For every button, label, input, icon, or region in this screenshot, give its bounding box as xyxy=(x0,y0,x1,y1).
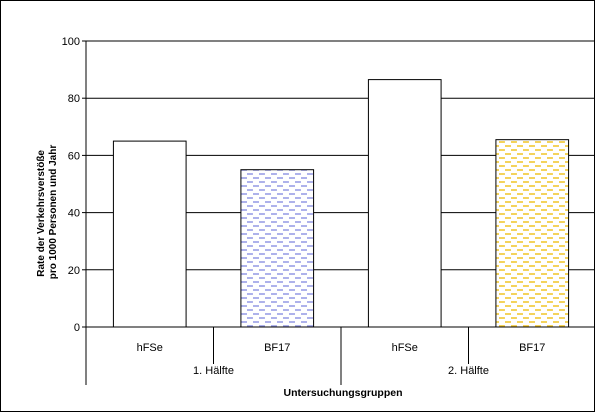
y-tick-label: 20 xyxy=(68,265,80,277)
x-bar-label: hFSe xyxy=(137,342,163,354)
y-tick-labels: 0 20 40 60 80 100 xyxy=(62,36,80,334)
x-bar-label: BF17 xyxy=(519,342,545,354)
y-axis-label-line-2: pro 1000 Personen und Jahr xyxy=(48,145,59,280)
y-tick-label: 0 xyxy=(74,322,80,334)
x-group-label: 2. Hälfte xyxy=(448,365,489,377)
x-axis-label: Untersuchungsgruppen xyxy=(283,387,402,399)
bar-bf17-2 xyxy=(495,139,570,328)
y-axis-label: Rate der Verkehrsverstöße pro 1000 Perso… xyxy=(36,145,59,280)
bars xyxy=(112,79,570,328)
bar-hfse-2 xyxy=(367,79,442,328)
y-axis-label-line-1: Rate der Verkehrsverstöße xyxy=(36,150,47,277)
x-category-labels: hFSe BF17 1. Hälfte hFSe BF17 2. Hälfte xyxy=(137,342,546,377)
x-bar-label: hFSe xyxy=(392,342,418,354)
y-tick-label: 40 xyxy=(68,208,80,220)
bar-hfse-1 xyxy=(112,140,187,328)
y-tick-label: 60 xyxy=(68,150,80,162)
bar-bf17-1 xyxy=(240,169,315,328)
x-group-label: 1. Hälfte xyxy=(193,365,234,377)
y-tick-label: 80 xyxy=(68,93,80,105)
axes xyxy=(82,40,595,385)
x-bar-label: BF17 xyxy=(264,342,290,354)
y-tick-label: 100 xyxy=(62,36,80,48)
